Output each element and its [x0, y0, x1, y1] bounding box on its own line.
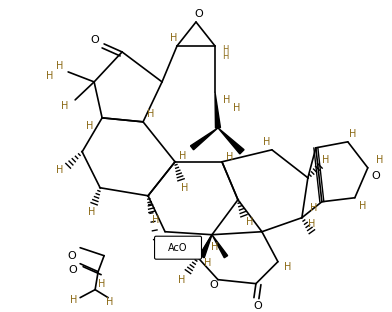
Polygon shape	[212, 235, 228, 258]
Text: H: H	[56, 61, 64, 71]
Text: H: H	[349, 129, 356, 139]
Polygon shape	[218, 128, 244, 154]
Text: AcO: AcO	[168, 243, 188, 253]
Text: H: H	[284, 262, 292, 272]
Text: O: O	[91, 35, 100, 45]
Polygon shape	[200, 235, 212, 258]
Text: H: H	[223, 95, 230, 105]
Text: H: H	[310, 203, 318, 213]
Text: H: H	[322, 155, 330, 165]
Text: H: H	[263, 137, 270, 147]
Text: H: H	[98, 279, 106, 289]
Text: H: H	[56, 165, 64, 175]
Text: O: O	[194, 9, 203, 19]
Text: H: H	[246, 217, 254, 227]
Text: H: H	[47, 71, 54, 81]
Text: H: H	[62, 101, 69, 111]
Text: H: H	[359, 201, 367, 211]
Text: O: O	[69, 265, 78, 275]
Text: H: H	[106, 297, 114, 307]
Polygon shape	[191, 128, 218, 150]
Text: H: H	[152, 215, 160, 225]
Text: H: H	[71, 295, 78, 305]
Polygon shape	[215, 92, 220, 128]
Text: H: H	[204, 258, 212, 268]
Text: H: H	[179, 151, 187, 161]
Text: H: H	[89, 207, 96, 217]
Text: O: O	[68, 251, 76, 261]
Text: H: H	[87, 121, 94, 131]
Text: H: H	[181, 183, 189, 193]
Text: O: O	[254, 301, 262, 311]
Text: H: H	[178, 275, 186, 285]
Text: H: H	[376, 155, 383, 165]
Text: H: H	[222, 52, 228, 61]
Text: H: H	[222, 46, 228, 54]
Text: H: H	[308, 219, 316, 229]
Text: H: H	[233, 103, 241, 113]
FancyBboxPatch shape	[154, 236, 201, 259]
Text: H: H	[171, 33, 178, 43]
Text: H: H	[147, 109, 155, 119]
Text: H: H	[226, 152, 234, 162]
Text: O: O	[210, 280, 218, 290]
Text: H: H	[211, 242, 219, 252]
Text: O: O	[371, 171, 380, 181]
